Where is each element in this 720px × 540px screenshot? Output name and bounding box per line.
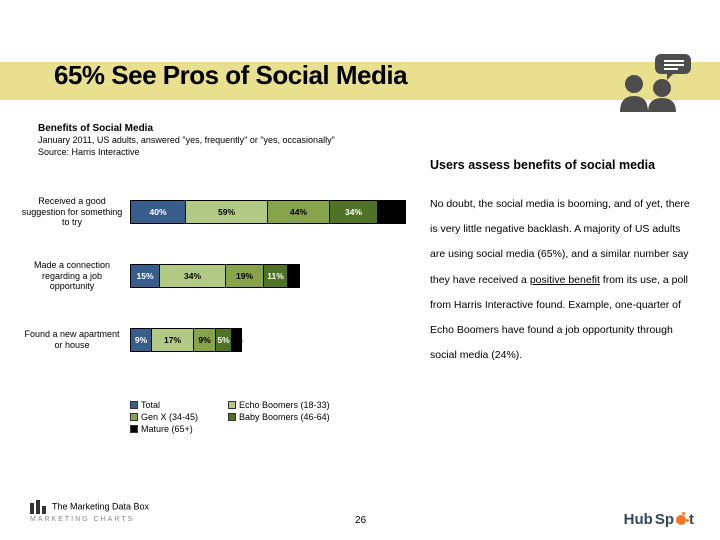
bar-segment: 44% [268, 200, 330, 224]
legend-column: Echo Boomers (18-33) Baby Boomers (46-64) [228, 400, 330, 434]
legend-swatch [130, 401, 138, 409]
legend-label: Baby Boomers (46-64) [239, 412, 330, 422]
legend-swatch [130, 425, 138, 433]
people-speech-icon [614, 48, 696, 112]
row-label: Found a new apartment or house [20, 329, 130, 351]
bar-segment: 34% [330, 200, 378, 224]
body-p1: No doubt, the social media is booming, a… [430, 198, 690, 286]
body-p2: from its use, a poll from Harris Interac… [430, 274, 688, 362]
footer-left-line1: The Marketing Data Box [52, 501, 149, 511]
legend-item: Mature (65+) [130, 424, 198, 434]
subtitle-bold: Benefits of Social Media [38, 122, 408, 135]
footer-left-line2: MARKETING CHARTS [30, 516, 134, 523]
legend-swatch [130, 413, 138, 421]
subtitle-line1: January 2011, US adults, answered "yes, … [38, 135, 408, 147]
legend-label: Total [141, 400, 160, 410]
right-heading: Users assess benefits of social media [430, 158, 655, 172]
legend-item: Gen X (34-45) [130, 412, 198, 422]
bar-segment: 40% [130, 200, 186, 224]
chart-row: Found a new apartment or house9%17%9%5%2… [20, 328, 420, 352]
bar-segment: 9% [130, 328, 152, 352]
footer-left: The Marketing Data Box MARKETING CHARTS [30, 500, 149, 524]
bar-segment: 19% [226, 264, 264, 288]
bar-segment: 59% [186, 200, 268, 224]
legend-label: Mature (65+) [141, 424, 193, 434]
hubspot-logo: HubSpt [624, 511, 694, 528]
bar-segment: 15% [130, 264, 160, 288]
bar-segment: 34% [160, 264, 226, 288]
page-title: 65% See Pros of Social Media [54, 60, 407, 91]
chart-legend: Total Gen X (34-45) Mature (65+) Echo Boome… [130, 400, 420, 434]
legend-label: Gen X (34-45) [141, 412, 198, 422]
row-label: Made a connection regarding a job opport… [20, 260, 130, 292]
bar-segment: 19% [378, 200, 406, 224]
legend-item: Echo Boomers (18-33) [228, 400, 330, 410]
legend-item: Total [130, 400, 198, 410]
legend-swatch [228, 413, 236, 421]
chart-row: Made a connection regarding a job opport… [20, 264, 420, 288]
bar-group: 15%34%19%11%4% [130, 264, 420, 288]
legend-swatch [228, 401, 236, 409]
body-underlined: positive benefit [530, 274, 600, 286]
page-number: 26 [355, 515, 366, 526]
bar-segment: 2% [232, 328, 242, 352]
bar-group: 9%17%9%5%2% [130, 328, 420, 352]
body-text: No doubt, the social media is booming, a… [430, 192, 698, 368]
subtitle-block: Benefits of Social Media January 2011, U… [38, 122, 408, 158]
legend-item: Baby Boomers (46-64) [228, 412, 330, 422]
bar-segment: 9% [194, 328, 216, 352]
chart-row: Received a good suggestion for something… [20, 200, 420, 224]
bar-segment: 11% [264, 264, 288, 288]
sprocket-icon [676, 515, 686, 525]
legend-column: Total Gen X (34-45) Mature (65+) [130, 400, 198, 434]
bar-segment: 4% [288, 264, 300, 288]
benefits-chart: Received a good suggestion for something… [20, 200, 420, 392]
row-label: Received a good suggestion for something… [20, 196, 130, 228]
subtitle-line2: Source: Harris Interactive [38, 147, 408, 159]
legend-label: Echo Boomers (18-33) [239, 400, 330, 410]
bar-group: 40%59%44%34%19% [130, 200, 420, 224]
bar-segment: 17% [152, 328, 194, 352]
